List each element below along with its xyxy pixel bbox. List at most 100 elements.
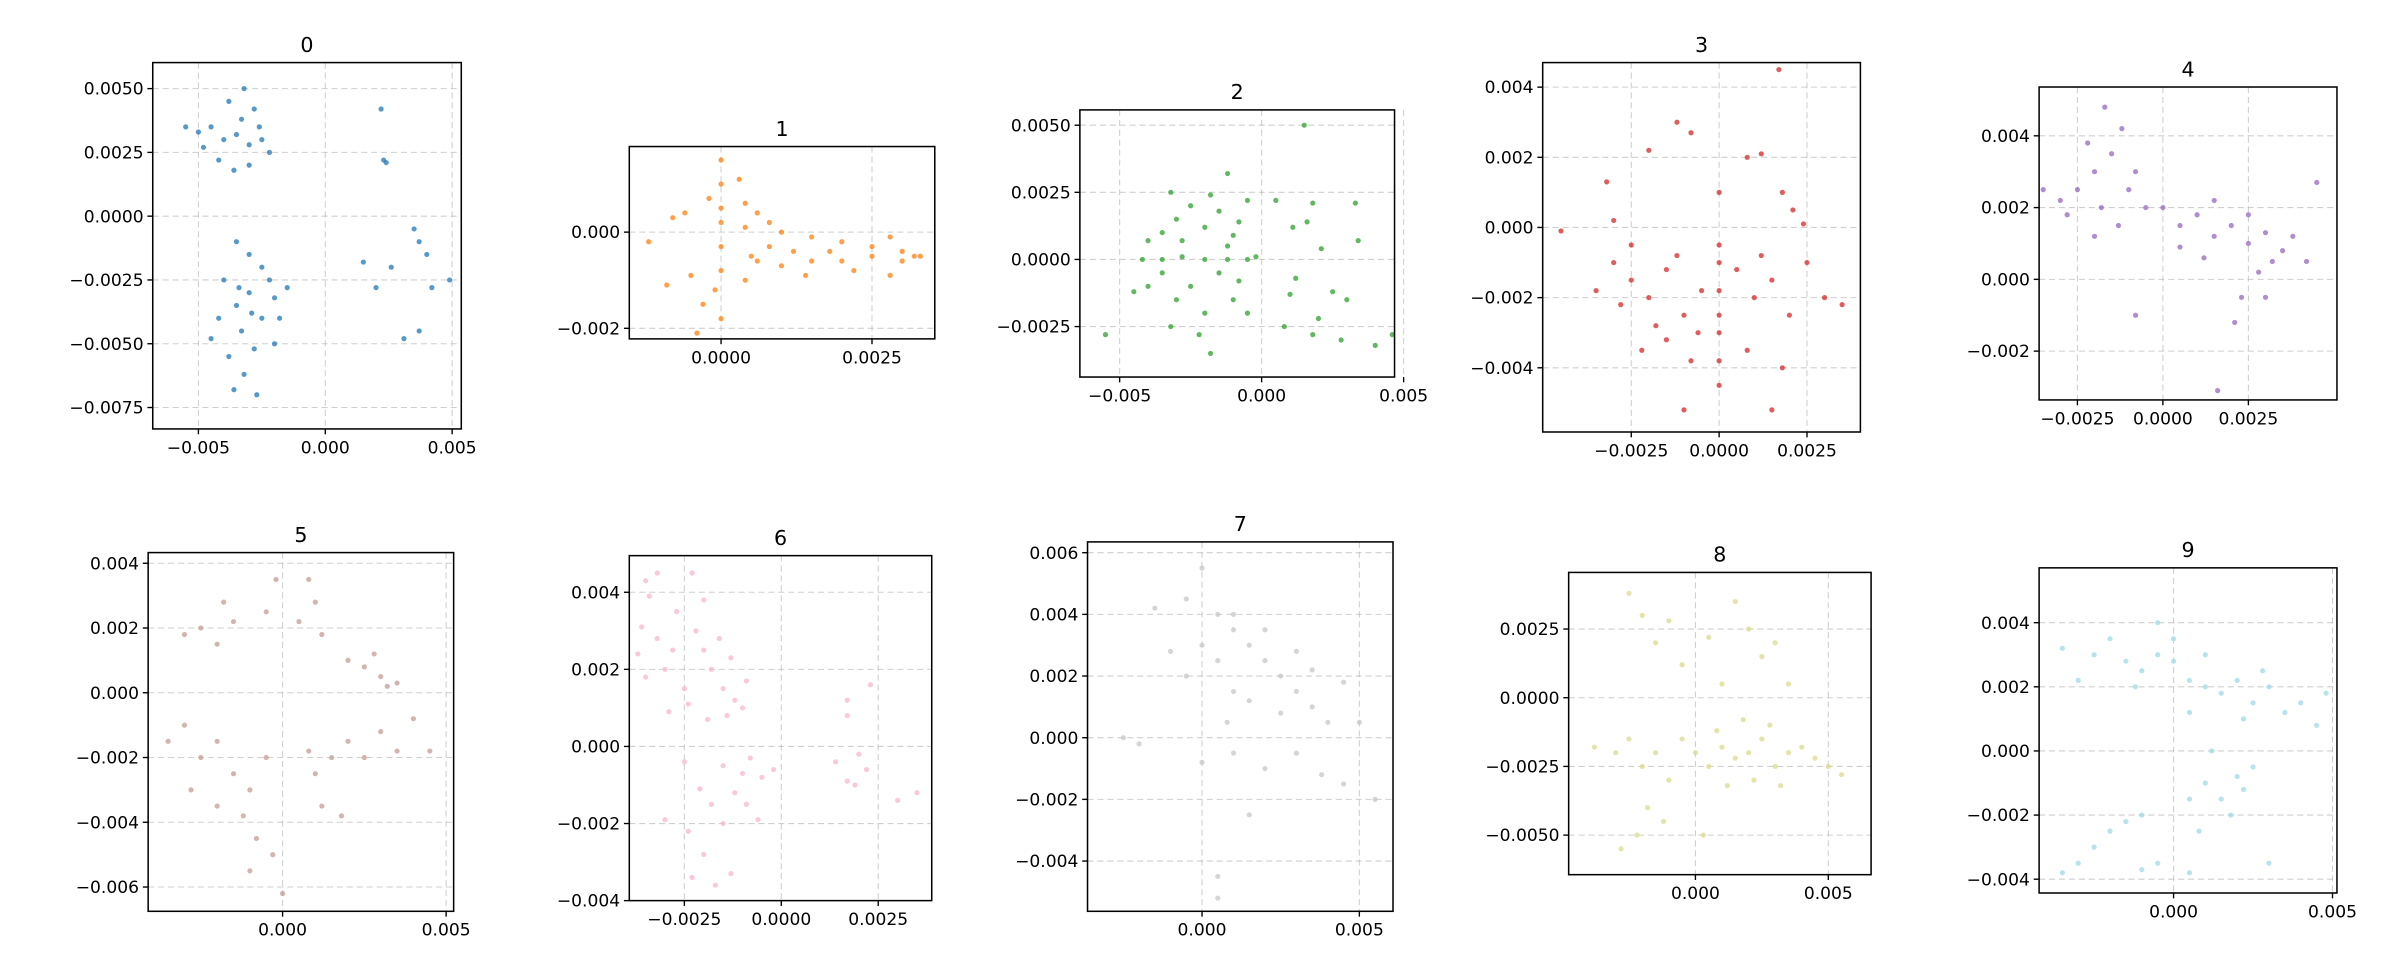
scatter-point xyxy=(263,609,269,615)
scatter-point xyxy=(2266,684,2272,690)
scatter-point xyxy=(263,754,269,761)
scatter-point xyxy=(2186,796,2193,802)
x-tick-label: −0.0025 xyxy=(647,910,721,930)
subplot-7: 0.000 0.005 0.006 0.004 0.002 0.000 −0.002 −0.0… xyxy=(1015,512,1394,941)
scatter-point xyxy=(241,86,247,92)
scatter-point xyxy=(165,738,171,744)
scatter-point xyxy=(1341,781,1347,787)
scatter-point xyxy=(899,258,905,264)
scatter-point xyxy=(378,729,384,735)
scatter-point xyxy=(720,686,726,692)
scatter-point xyxy=(743,801,749,807)
x-tick-label: 0.005 xyxy=(422,921,471,941)
scatter-point xyxy=(246,162,252,168)
y-tick-label: 0.002 xyxy=(571,660,620,680)
y-tick-label: 0.0000 xyxy=(84,207,144,227)
scatter-point xyxy=(1663,337,1670,343)
scatter-point xyxy=(1646,295,1652,301)
scatter-point xyxy=(1734,266,1740,273)
scatter-point xyxy=(742,277,748,283)
y-tick-label: 0.004 xyxy=(1029,605,1078,625)
scatter-point xyxy=(1338,337,1344,343)
scatter-point xyxy=(2228,222,2234,229)
scatter-point xyxy=(778,263,785,269)
scatter-point xyxy=(296,618,302,625)
scatter-point xyxy=(2245,240,2251,247)
scatter-point xyxy=(1628,242,1634,248)
y-tick-label: −0.004 xyxy=(557,892,620,912)
subplot-title: 9 xyxy=(2181,538,2194,562)
scatter-point xyxy=(670,215,676,221)
scatter-point xyxy=(1744,154,1750,160)
scatter-point xyxy=(718,157,724,163)
scatter-point xyxy=(1800,221,1807,227)
scatter-point xyxy=(1207,192,1214,198)
scatter-point xyxy=(712,287,718,293)
y-tick-label: 0.000 xyxy=(571,223,620,243)
scatter-point xyxy=(312,599,318,605)
scatter-point xyxy=(1613,750,1619,756)
scatter-point xyxy=(1273,197,1279,203)
scatter-point xyxy=(2139,668,2145,674)
scatter-point xyxy=(682,210,688,216)
scatter-point xyxy=(2201,255,2207,261)
y-tick-label: −0.0025 xyxy=(997,318,1071,338)
scatter-point xyxy=(1224,719,1230,725)
scatter-point xyxy=(718,205,724,211)
scatter-point xyxy=(410,716,417,722)
scatter-point xyxy=(1838,772,1845,778)
y-tick-label: 0.0050 xyxy=(1011,116,1071,136)
scatter-point xyxy=(2139,812,2145,818)
scatter-point xyxy=(2064,212,2070,218)
scatter-point xyxy=(2132,312,2139,318)
subplot-1: 0.0000 0.0025 0.000 −0.002 1 xyxy=(557,117,936,368)
scatter-point xyxy=(1660,818,1667,824)
scatter-point xyxy=(1751,295,1757,301)
scatter-point xyxy=(2314,722,2320,728)
y-tick-label: −0.002 xyxy=(1967,806,2030,826)
scatter-point xyxy=(1716,242,1722,248)
y-tick-label: 0.004 xyxy=(1981,127,2030,147)
scatter-point xyxy=(1199,565,1205,571)
scatter-point xyxy=(1224,243,1231,249)
scatter-point xyxy=(259,137,265,143)
scatter-point xyxy=(2194,212,2200,218)
scatter-point xyxy=(221,277,227,283)
scatter-point xyxy=(895,797,901,803)
scatter-point xyxy=(732,697,738,703)
scatter-point xyxy=(1168,323,1174,330)
scatter-point xyxy=(1318,772,1325,778)
scatter-point xyxy=(251,106,257,112)
scatter-point xyxy=(1767,722,1773,728)
scatter-point xyxy=(2234,773,2240,780)
y-tick-label: −0.002 xyxy=(557,319,620,339)
scatter-point xyxy=(1230,232,1236,238)
scatter-point xyxy=(266,277,273,283)
scatter-point xyxy=(2098,204,2104,211)
scatter-point xyxy=(1706,763,1712,770)
x-tick-label: 0.005 xyxy=(1804,884,1853,904)
y-tick-label: 0.000 xyxy=(1981,742,2030,762)
scatter-point xyxy=(2170,636,2177,642)
scatter-point xyxy=(1639,612,1645,618)
scatter-point xyxy=(728,655,734,661)
scatter-point xyxy=(2186,677,2193,683)
scatter-point xyxy=(230,771,237,777)
scatter-point xyxy=(759,774,765,780)
scatter-point xyxy=(226,98,232,104)
scatter-point xyxy=(2091,233,2098,239)
scatter-points xyxy=(1591,590,1845,852)
scatter-point xyxy=(1179,238,1185,244)
scatter-point xyxy=(1591,744,1598,750)
axes-frame xyxy=(151,61,463,430)
scatter-point xyxy=(718,243,724,250)
scatter-point xyxy=(1159,256,1165,263)
scatter-point xyxy=(214,641,220,647)
scatter-point xyxy=(1244,256,1251,263)
scatter-point xyxy=(1120,735,1126,741)
y-tick-label: 0.004 xyxy=(571,583,620,603)
scatter-point xyxy=(2040,187,2046,193)
scatter-point xyxy=(1652,640,1659,646)
scatter-point xyxy=(742,200,748,206)
scatter-points xyxy=(635,570,920,888)
